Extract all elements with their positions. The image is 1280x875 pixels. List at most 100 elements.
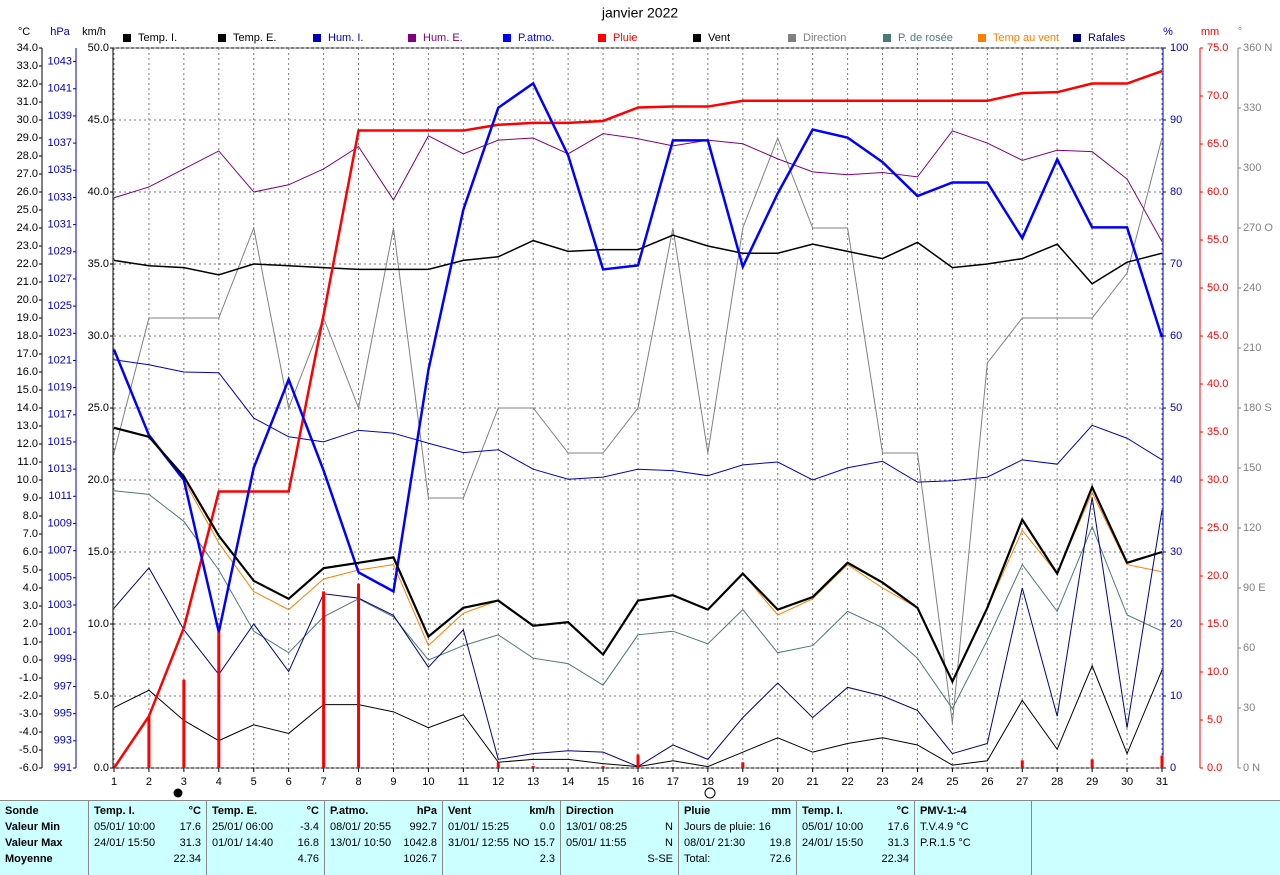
summary-row: Jours de pluie: 16 [684,819,791,835]
y-tick-label: 45.0 [88,114,109,126]
summary-row: 25/01/ 06:00 -3.4 [212,819,319,835]
y-tick-label: 55.0 [1207,234,1228,246]
legend-label: P. de rosée [898,32,953,44]
y-tick-label: 90 E [1243,582,1266,594]
row-label: Valeur Max [5,835,83,851]
rain-bar [1020,760,1024,768]
y-tick-label: 30.0 [17,114,38,126]
cell: 16.8 [297,837,319,849]
cell: Total: [684,853,711,865]
summary-row: 08/01/ 21:30 19.8 [684,835,791,851]
rain-bar [147,716,151,768]
summary-row: 2.3 [448,851,555,867]
y-tick-label: 29.0 [17,132,38,144]
y-tick-label: 3.0 [23,600,38,612]
y-tick-label: 34.0 [17,42,38,54]
legend-label: P.atmo. [518,32,555,44]
y-tick-label: 270 O [1243,222,1273,234]
y-tick-label: 100 [1170,42,1188,54]
x-tick-label: 25 [946,776,958,788]
cell: NO [513,837,530,849]
column-title: P.atmo. [330,805,369,817]
rain-bar [322,591,326,768]
y-tick-label: 1029 [48,246,72,258]
y-tick-label: 20.0 [17,294,38,306]
cell: N [665,821,673,833]
legend-swatch [218,34,226,42]
column-header: Temp. I. °C [94,803,201,819]
y-tick-label: 1021 [48,354,72,366]
x-tick-label: 5 [251,776,257,788]
y-tick-label: 10 [1170,690,1182,702]
summary-column: P.atmo. hPa 08/01/ 20:55 992.7 13/01/ 10:50 1… [324,801,442,875]
rain-bar [741,762,745,768]
legend-swatch [123,34,131,42]
column-title: PMV-1:-4 [920,805,967,817]
y-tick-label: 90 [1170,114,1182,126]
y-tick-label: 25.0 [17,204,38,216]
legend-swatch [313,34,321,42]
y-tick-label: 5.0 [94,690,109,702]
y-tick-label: 35.0 [1207,426,1228,438]
rain-bar [601,766,605,768]
y-tick-label: 1015 [48,436,72,448]
rain-bar [636,754,640,768]
new-moon [173,788,183,798]
cell: 24/01/ 15:50 [94,837,156,849]
summary-row: 01/01/ 15:25 0.0 [448,819,555,835]
x-tick-label: 21 [807,776,819,788]
y-tick-label: 70.0 [1207,90,1228,102]
y-tick-label: 50.0 [1207,282,1228,294]
y-tick-label: -2.0 [19,690,38,702]
y-tick-label: 12.0 [17,438,38,450]
summary-row: 24/01/ 15:50 31.3 [94,835,201,851]
summary-row: 05/01/ 10:00 17.6 [94,819,201,835]
x-tick-label: 12 [492,776,504,788]
rain-bar [1055,767,1059,768]
y-tick-label: 1041 [48,83,72,95]
column-unit: °C [306,805,319,817]
moon-phases [173,787,716,799]
y-tick-label: 9.0 [23,492,38,504]
y-tick-label: 997 [54,680,72,692]
y-tick-label: 1001 [48,626,72,638]
cell: 05/01/ 10:00 [94,821,156,833]
rain-bar [182,679,186,768]
cell: 22.34 [173,853,201,865]
chart-title: janvier 2022 [601,5,678,21]
series-line [113,130,1163,242]
summary-row: 24/01/ 15:50 31.3 [802,835,909,851]
x-tick-label: 20 [772,776,784,788]
summary-table: Sonde Valeur Min Valeur Max Moyenne Temp. I.… [0,800,1280,875]
cell: 22.34 [881,853,909,865]
y-tick-label: 30 [1243,702,1255,714]
label: Moyenne [5,853,53,865]
y-tick-label: 0 [1170,762,1176,774]
cell: 25/01/ 06:00 [212,821,274,833]
legend-swatch [408,34,416,42]
summary-row: 1026.7 [330,851,437,867]
y-tick-label: 60 [1170,330,1182,342]
cell: 05/01/ 10:00 [802,821,864,833]
y-tick-label: 1013 [48,463,72,475]
summary-row: P.R.1.5 °C [920,835,1026,851]
y-tick-label: 2.0 [23,618,38,630]
y-tick-label: 19.0 [17,312,38,324]
y-tick-label: 20 [1170,618,1182,630]
y-tick-label: 20.0 [1207,570,1228,582]
summary-row: 13/01/ 10:50 1042.8 [330,835,437,851]
column-header: Direction [566,803,673,819]
x-tick-label: 24 [911,776,923,788]
y-tick-label: 30.0 [88,330,109,342]
cell: N [665,837,673,849]
y-tick-label: 13.0 [17,420,38,432]
column-header: Pluie mm [684,803,791,819]
column-unit: mm [771,805,791,817]
x-tick-label: 29 [1086,776,1098,788]
y-tick-label: 23.0 [17,240,38,252]
y-tick-label: 20.0 [88,474,109,486]
rain-bar [496,762,500,768]
legend-swatch [693,34,701,42]
x-tick-label: 13 [527,776,539,788]
y-tick-label: 45.0 [1207,330,1228,342]
